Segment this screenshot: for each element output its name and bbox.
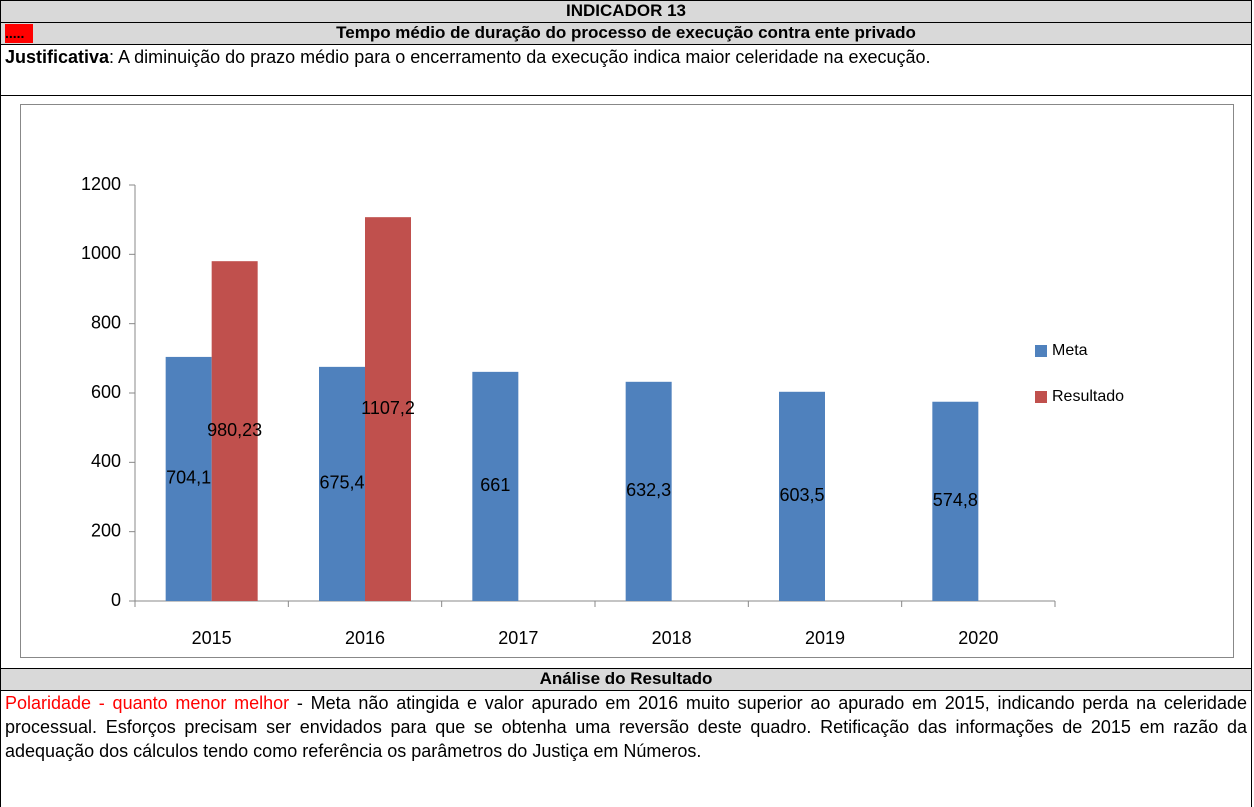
data-label: 1107,2 [361, 398, 415, 418]
indicator-subtitle: Tempo médio de duração do processo de ex… [336, 23, 916, 42]
title-row: INDICADOR 13 [0, 0, 1252, 23]
x-tick-label: 2017 [498, 628, 538, 648]
indicator-title: INDICADOR 13 [566, 1, 686, 20]
bar [211, 261, 258, 601]
y-tick-label: 800 [91, 312, 121, 332]
data-label: 574,8 [933, 490, 978, 510]
data-label: 603,5 [779, 485, 824, 505]
bar [319, 366, 365, 601]
y-tick-label: 1000 [81, 243, 121, 263]
bar [165, 356, 212, 601]
y-tick-label: 600 [91, 382, 121, 402]
y-tick-label: 1200 [81, 174, 121, 194]
subtitle-row: ..... Tempo médio de duração do processo… [0, 22, 1252, 45]
justification-label: Justificativa [5, 47, 110, 67]
x-tick-label: 2018 [652, 628, 692, 648]
x-tick-label: 2019 [805, 628, 845, 648]
analysis-text: - Meta não atingida e valor apurado em 2… [5, 693, 1247, 761]
legend-swatch [1035, 345, 1047, 357]
chart-row: 0 200 400 600 800 1000 1200 2015 704,1 980,23 2016… [0, 95, 1252, 669]
justification-text: : A diminuição do prazo médio para o enc… [109, 47, 931, 67]
bar [365, 217, 411, 602]
x-tick-label: 2016 [345, 628, 385, 648]
analysis: Polaridade - quanto menor melhor - Meta … [0, 690, 1252, 807]
polarity: Polaridade - quanto menor melhor [5, 693, 290, 713]
data-label: 661 [480, 475, 510, 495]
justification: Justificativa: A diminuição do prazo méd… [0, 44, 1252, 96]
bar [472, 371, 519, 601]
bar [779, 391, 825, 601]
bar [932, 401, 979, 601]
y-tick-label: 0 [111, 590, 121, 610]
bar [625, 381, 672, 601]
data-label: 980,23 [207, 420, 262, 440]
legend-swatch [1035, 391, 1047, 403]
marker: ..... [5, 24, 33, 43]
legend-label: Meta [1052, 342, 1088, 359]
analysis-title: Análise do Resultado [539, 669, 713, 688]
chart: 0 200 400 600 800 1000 1200 2015 704,1 980,23 2016… [20, 104, 1234, 658]
legend-label: Resultado [1052, 388, 1124, 405]
x-tick-label: 2015 [192, 628, 232, 648]
x-tick-label: 2020 [958, 628, 998, 648]
y-tick-label: 200 [91, 520, 121, 540]
data-label: 675,4 [319, 473, 364, 493]
data-label: 704,1 [166, 468, 211, 488]
data-label: 632,3 [626, 480, 671, 500]
y-tick-label: 400 [91, 451, 121, 471]
analysis-title-row: Análise do Resultado [0, 668, 1252, 691]
